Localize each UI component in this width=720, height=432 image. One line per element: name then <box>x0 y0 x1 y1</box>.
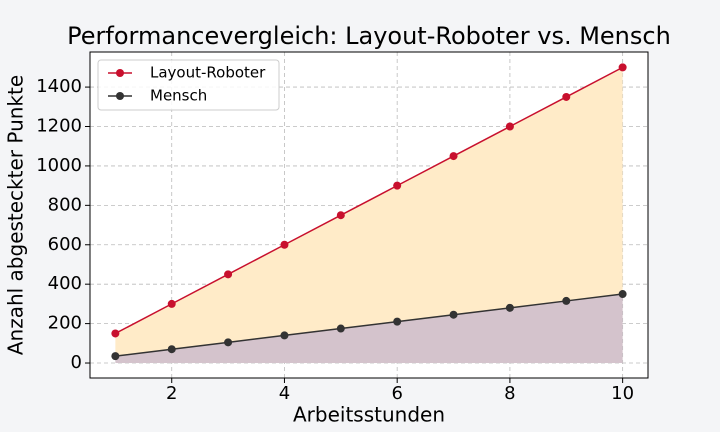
point <box>562 296 571 305</box>
legend-label: Layout-Roboter <box>150 64 266 82</box>
area-fill <box>115 67 623 357</box>
y-tick-label: 1200 <box>36 116 82 137</box>
x-tick-label: 8 <box>504 383 515 404</box>
point <box>449 152 458 161</box>
point <box>618 63 627 72</box>
y-tick-label: 800 <box>48 194 82 215</box>
x-axis-label: Arbeitsstunden <box>293 403 445 427</box>
point <box>562 92 571 101</box>
y-tick-label: 0 <box>71 352 82 373</box>
y-tick-label: 400 <box>48 273 82 294</box>
y-tick-label: 200 <box>48 313 82 334</box>
x-tick-label: 4 <box>279 383 290 404</box>
point <box>336 211 345 220</box>
x-tick-label: 2 <box>166 383 177 404</box>
area-fill <box>115 294 623 364</box>
x-tick-label: 10 <box>611 383 634 404</box>
point <box>393 181 402 190</box>
legend-box <box>97 59 280 111</box>
point <box>167 345 176 354</box>
point <box>224 338 233 347</box>
line <box>115 66 623 335</box>
point <box>449 310 458 319</box>
chart-title: Performancevergleich: Layout-Roboter vs.… <box>67 22 671 50</box>
point <box>167 299 176 308</box>
plot-frame <box>89 51 649 379</box>
x-tick-label: 6 <box>391 383 402 404</box>
point <box>280 331 289 340</box>
legend-label: Mensch <box>150 87 207 105</box>
y-axis-label: Anzahl abgesteckter Punkte <box>4 75 28 355</box>
point <box>505 303 514 312</box>
legend-marker <box>116 69 124 77</box>
point <box>505 122 514 131</box>
point <box>111 352 120 361</box>
y-tick-label: 1400 <box>36 76 82 97</box>
line <box>115 293 623 357</box>
point <box>336 324 345 333</box>
y-tick-label: 1000 <box>36 155 82 176</box>
point <box>224 270 233 279</box>
point <box>280 240 289 249</box>
point <box>618 290 627 299</box>
y-tick-label: 600 <box>48 234 82 255</box>
legend-marker <box>116 92 124 100</box>
point <box>111 329 120 338</box>
point <box>393 317 402 326</box>
